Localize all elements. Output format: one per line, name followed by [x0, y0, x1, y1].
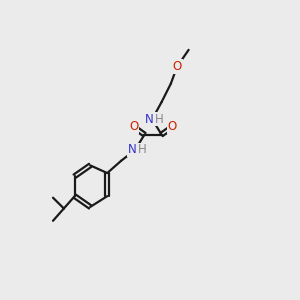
- Text: O: O: [129, 120, 138, 134]
- Text: N: N: [128, 143, 137, 157]
- Text: N: N: [145, 113, 154, 126]
- Text: H: H: [154, 113, 163, 126]
- Text: H: H: [137, 143, 146, 157]
- Text: O: O: [172, 60, 182, 73]
- Text: O: O: [168, 120, 177, 134]
